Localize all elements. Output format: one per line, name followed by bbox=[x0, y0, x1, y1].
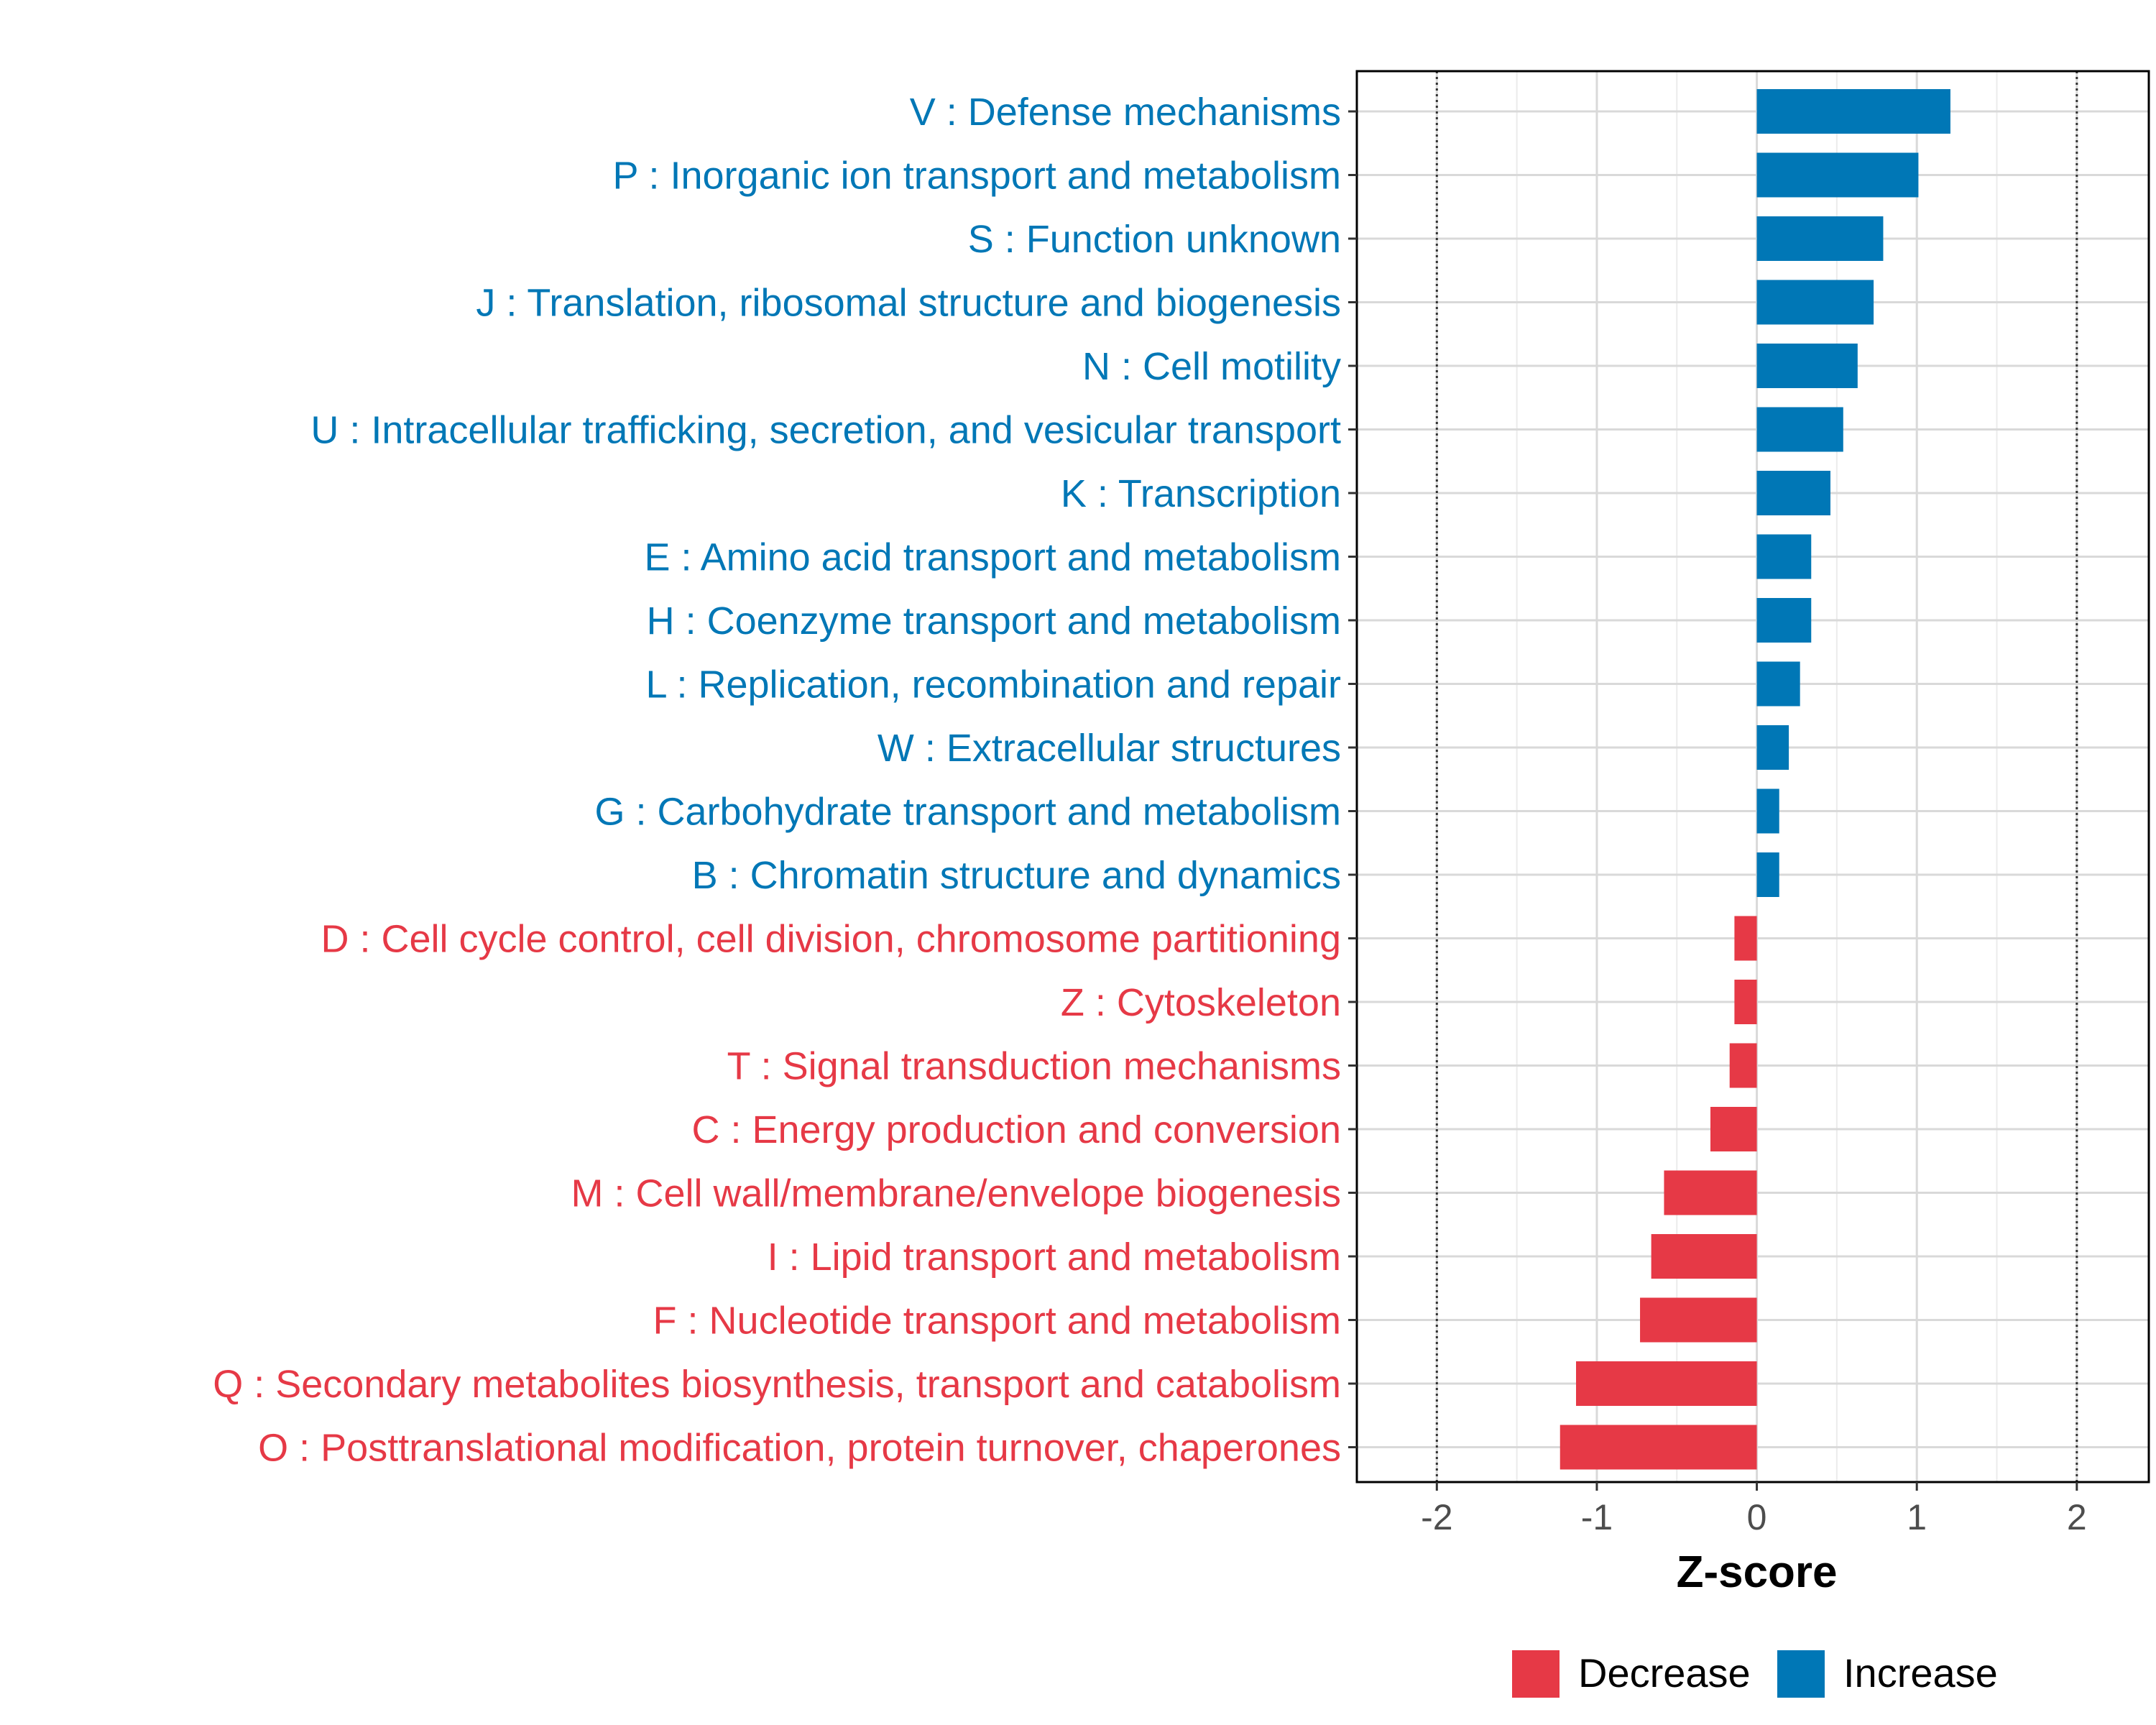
x-tick-label: 2 bbox=[2067, 1497, 2087, 1537]
bar bbox=[1756, 661, 1800, 707]
bar bbox=[1756, 852, 1779, 897]
bar bbox=[1664, 1170, 1757, 1215]
bar bbox=[1756, 89, 1950, 134]
category-label: O : Posttranslational modification, prot… bbox=[258, 1427, 1341, 1470]
category-label: E : Amino acid transport and metabolism bbox=[645, 536, 1341, 579]
category-label: C : Energy production and conversion bbox=[691, 1108, 1341, 1151]
y-axis-ticks bbox=[1348, 110, 1357, 1448]
category-label: Z : Cytoskeleton bbox=[1061, 981, 1341, 1024]
category-label: S : Function unknown bbox=[968, 218, 1341, 261]
bar bbox=[1756, 788, 1779, 834]
category-labels: V : Defense mechanisms P : Inorganic ion … bbox=[213, 91, 1341, 1470]
bar bbox=[1756, 598, 1812, 643]
x-tick-label: 0 bbox=[1747, 1497, 1767, 1537]
category-label: M : Cell wall/membrane/envelope biogenes… bbox=[571, 1172, 1341, 1215]
bar bbox=[1756, 407, 1843, 452]
bar bbox=[1756, 280, 1874, 325]
category-label: D : Cell cycle control, cell division, c… bbox=[321, 918, 1341, 961]
bars bbox=[1560, 89, 1950, 1470]
category-label: P : Inorganic ion transport and metaboli… bbox=[612, 155, 1341, 198]
bar bbox=[1640, 1297, 1757, 1343]
legend-key bbox=[1777, 1650, 1825, 1698]
bar bbox=[1756, 534, 1812, 579]
bar bbox=[1756, 471, 1830, 515]
bar bbox=[1756, 344, 1858, 388]
category-label: I : Lipid transport and metabolism bbox=[768, 1236, 1341, 1279]
bar bbox=[1651, 1234, 1757, 1279]
bar bbox=[1734, 980, 1757, 1024]
bar bbox=[1734, 916, 1757, 961]
x-tick-label: 1 bbox=[1907, 1497, 1927, 1537]
category-label: F : Nucleotide transport and metabolism bbox=[653, 1300, 1341, 1343]
category-label: L : Replication, recombination and repai… bbox=[645, 663, 1341, 707]
legend: Decrease Increase bbox=[1512, 1650, 1998, 1698]
category-label: B : Chromatin structure and dynamics bbox=[692, 854, 1341, 897]
bar bbox=[1575, 1361, 1757, 1406]
category-label: G : Carbohydrate transport and metabolis… bbox=[595, 791, 1342, 834]
legend-label: Decrease bbox=[1578, 1650, 1751, 1696]
category-label: K : Transcription bbox=[1061, 472, 1341, 515]
x-tick-label: -1 bbox=[1581, 1497, 1613, 1537]
category-label: H : Coenzyme transport and metabolism bbox=[647, 599, 1341, 643]
category-label: W : Extracellular structures bbox=[877, 727, 1341, 770]
bar bbox=[1710, 1107, 1757, 1151]
x-axis-ticks: -2 -1 0 1 2 bbox=[1421, 1482, 2087, 1537]
legend-label: Increase bbox=[1843, 1650, 1998, 1696]
category-label: J : Translation, ribosomal structure and… bbox=[476, 282, 1341, 325]
bar bbox=[1756, 725, 1789, 770]
legend-key bbox=[1512, 1650, 1560, 1698]
x-tick-label: -2 bbox=[1421, 1497, 1452, 1537]
category-label: T : Signal transduction mechanisms bbox=[727, 1045, 1341, 1088]
category-label: U : Intracellular trafficking, secretion… bbox=[310, 409, 1341, 452]
plot-panel-border bbox=[1355, 70, 2150, 1484]
bar bbox=[1729, 1043, 1757, 1088]
category-label: V : Defense mechanisms bbox=[910, 91, 1341, 134]
bar bbox=[1756, 216, 1884, 261]
bar bbox=[1560, 1425, 1757, 1470]
category-label: Q : Secondary metabolites biosynthesis, … bbox=[213, 1363, 1341, 1406]
category-label: N : Cell motility bbox=[1082, 345, 1341, 388]
bar bbox=[1756, 152, 1919, 198]
x-axis-title: Z-score bbox=[1677, 1547, 1838, 1597]
